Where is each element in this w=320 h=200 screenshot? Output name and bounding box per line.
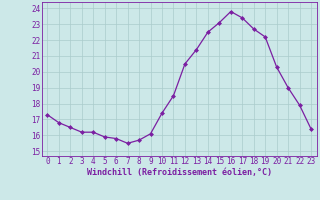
X-axis label: Windchill (Refroidissement éolien,°C): Windchill (Refroidissement éolien,°C) — [87, 168, 272, 177]
